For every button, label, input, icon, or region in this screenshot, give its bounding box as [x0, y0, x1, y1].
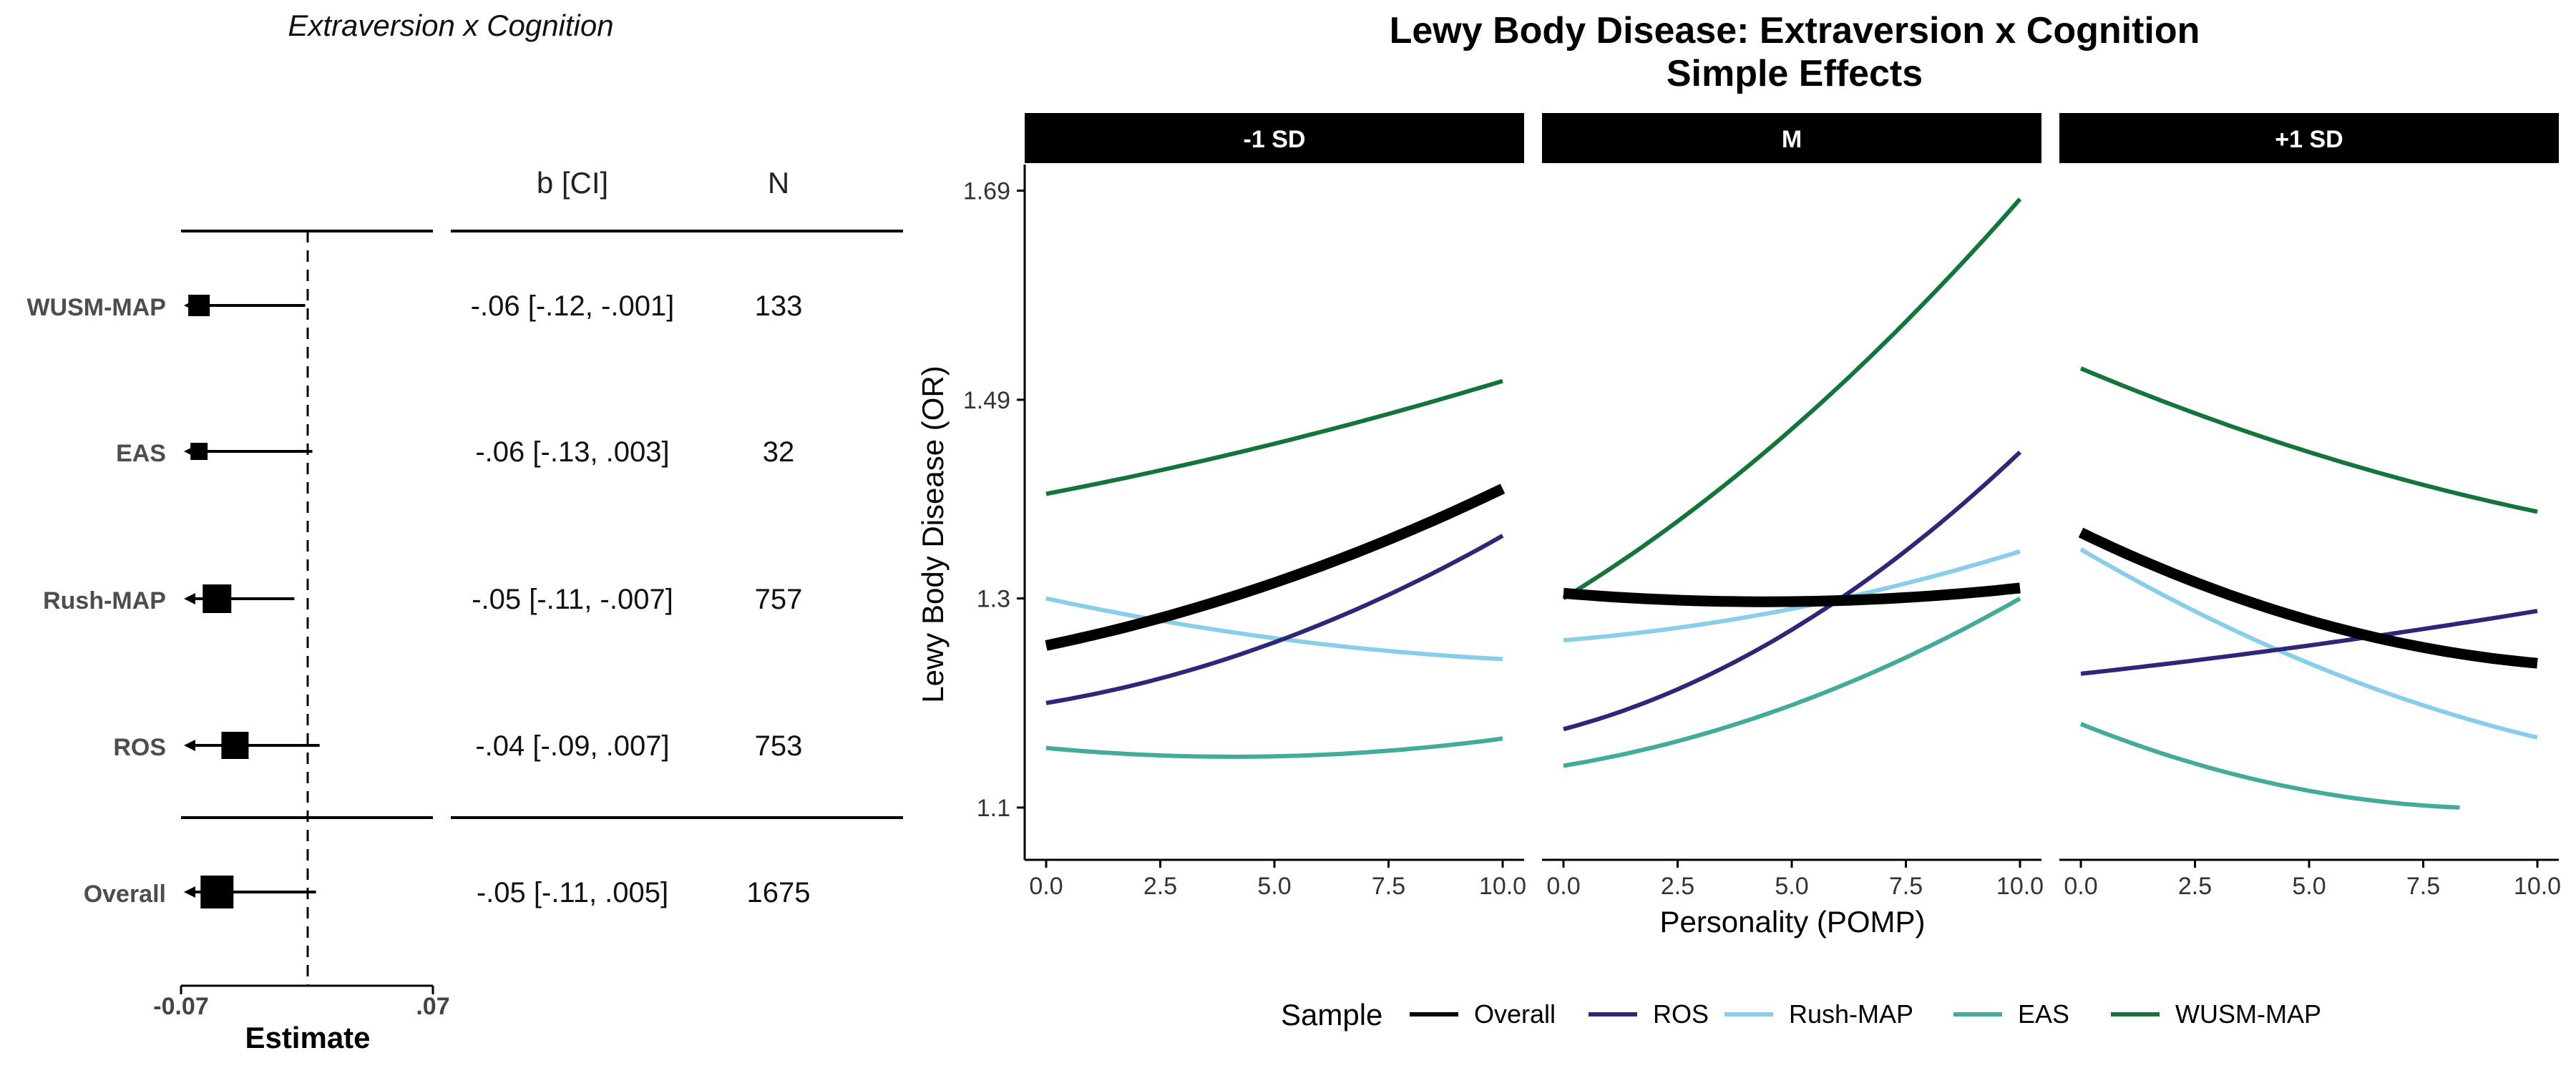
series-line-overall	[1563, 582, 2021, 607]
forest-estimate-marker	[188, 295, 210, 316]
y-tick-label: 1.1	[977, 795, 1010, 822]
forest-header-n: N	[768, 166, 789, 200]
forest-row-label: Rush-MAP	[43, 587, 166, 614]
y-tick-label: 1.3	[977, 586, 1010, 613]
facet-strip-label: +1 SD	[2275, 126, 2343, 153]
legend-label: ROS	[1653, 999, 1709, 1029]
x-tick-label: 2.5	[1661, 873, 1694, 900]
series-line-rush-map	[1045, 596, 1503, 662]
facet-panels: -1 SD0.0 2.5 5.0 7.5 10.0M0.0 2.5 5.0 7.5 10.0+1…	[1025, 113, 2561, 900]
x-tick-label: 7.5	[1372, 873, 1405, 900]
forest-row: EAS -.06 [-.13, .003] 32	[116, 436, 794, 468]
legend-label: WUSM-MAP	[2175, 999, 2321, 1029]
forest-ci-text: -.04 [-.09, .007]	[475, 730, 669, 762]
forest-n-text: 32	[763, 436, 795, 468]
x-tick-label: 2.5	[2178, 873, 2212, 900]
chart-subtitle: Simple Effects	[1667, 53, 1923, 94]
forest-row: ROS -.04 [-.09, .007] 753	[113, 730, 802, 762]
x-tick-label: 2.5	[1143, 873, 1177, 900]
forest-ci-arrow	[184, 886, 195, 898]
forest-ci-text: -.06 [-.12, -.001]	[471, 290, 675, 322]
forest-row: Rush-MAP -.05 [-.11, -.007] 757	[43, 584, 802, 615]
forest-estimate-marker	[200, 876, 234, 908]
x-tick-label: 10.0	[1996, 873, 2044, 900]
legend-title: Sample	[1281, 998, 1382, 1032]
forest-row-label: WUSM-MAP	[26, 294, 166, 321]
series-line-overall	[2078, 527, 2538, 669]
x-axis-label: Personality (POMP)	[1659, 905, 1925, 939]
facet-strip-label: -1 SD	[1244, 126, 1306, 153]
forest-rows: WUSM-MAP -.06 [-.12, -.001] 133 EAS -.06 [-.…	[26, 290, 810, 908]
forest-estimate-marker	[203, 584, 232, 613]
forest-row: WUSM-MAP -.06 [-.12, -.001] 133	[26, 290, 802, 322]
x-tick-label: 0.0	[1029, 873, 1063, 900]
forest-ci-text: -.05 [-.11, -.007]	[472, 584, 673, 615]
x-tick-label: 0.0	[1546, 873, 1580, 900]
forest-ci-arrow	[184, 593, 195, 604]
forest-estimate-marker	[221, 732, 249, 759]
x-tick-label: 10.0	[2514, 873, 2561, 900]
y-axis-label: Lewy Body Disease (OR)	[916, 366, 950, 703]
facet-strip-label: M	[1782, 126, 1802, 153]
facet-strip	[1025, 113, 1524, 163]
forest-x-tick-label: -0.07	[153, 993, 209, 1020]
forest-estimate-marker	[190, 443, 208, 460]
series-line-wusm-map	[1045, 378, 1503, 496]
facet-panel: M 0.0 2.5 5.0 7.5 10.0	[1542, 113, 2044, 900]
forest-row-label: ROS	[113, 734, 166, 761]
facet-panel: +1 SD 0.0 2.5 5.0 7.5 10.0	[2059, 113, 2561, 900]
forest-n-text: 753	[755, 730, 803, 762]
series-line-ros	[2080, 609, 2538, 676]
forest-x-tick-label: .07	[416, 993, 449, 1020]
legend-label: EAS	[2018, 999, 2069, 1029]
series-line-ros	[1563, 450, 2022, 732]
x-tick-label: 5.0	[1775, 873, 1808, 900]
series-line-eas	[2079, 722, 2460, 810]
forest-header-ci: b [CI]	[537, 166, 608, 200]
forest-ci-arrow	[184, 740, 195, 751]
x-tick-label: 7.5	[1889, 873, 1923, 900]
legend-label: Rush-MAP	[1789, 999, 1913, 1029]
series-line-wusm-map	[2079, 366, 2538, 514]
forest-plot: Extraversion x Cognition b [CI] N -0.07.…	[26, 9, 903, 1054]
legend-label: Overall	[1474, 999, 1556, 1029]
forest-row-label: Overall	[84, 881, 166, 908]
forest-x-label: Estimate	[245, 1021, 370, 1054]
series-line-rush-map	[2079, 547, 2538, 740]
legend-items: Overall ROS Rush-MAP EAS WUSM-MAP	[1410, 999, 2321, 1029]
series-line-eas	[1563, 596, 2021, 768]
series-line-eas	[1045, 736, 1503, 759]
forest-row: Overall -.05 [-.11, .005] 1675	[84, 876, 811, 908]
series-line-rush-map	[1563, 549, 2021, 643]
forest-n-text: 1675	[747, 877, 811, 908]
series-line-overall	[1045, 484, 1506, 651]
facet-strip	[1542, 113, 2041, 163]
forest-row-label: EAS	[116, 440, 166, 467]
forest-title: Extraversion x Cognition	[288, 9, 613, 42]
x-tick-label: 7.5	[2406, 873, 2440, 900]
legend: Sample Overall ROS Rush-MAP EAS WUSM-MAP	[1281, 998, 2321, 1032]
y-tick-label: 1.69	[963, 178, 1010, 205]
forest-n-text: 757	[755, 584, 803, 615]
series-line-wusm-map	[1562, 197, 2022, 601]
forest-n-text: 133	[755, 290, 803, 322]
y-axis: 1.1 1.3 1.49 1.69	[963, 165, 1026, 860]
x-tick-label: 5.0	[1257, 873, 1291, 900]
forest-ci-text: -.05 [-.11, .005]	[477, 877, 668, 908]
chart-title: Lewy Body Disease: Extraversion x Cognit…	[1390, 10, 2200, 52]
y-tick-label: 1.49	[963, 387, 1010, 414]
line-chart: Lewy Body Disease: Extraversion x Cognit…	[916, 10, 2561, 1032]
series-line-ros	[1045, 534, 1504, 705]
forest-ci-text: -.06 [-.13, .003]	[475, 436, 669, 468]
x-tick-label: 5.0	[2292, 873, 2326, 900]
forest-x-ticks: -0.07 .07	[153, 986, 450, 1020]
facet-strip	[2059, 113, 2559, 163]
x-tick-label: 10.0	[1479, 873, 1526, 900]
x-tick-label: 0.0	[2064, 873, 2097, 900]
facet-panel: -1 SD 0.0 2.5 5.0 7.5 10.0	[1025, 113, 1526, 900]
